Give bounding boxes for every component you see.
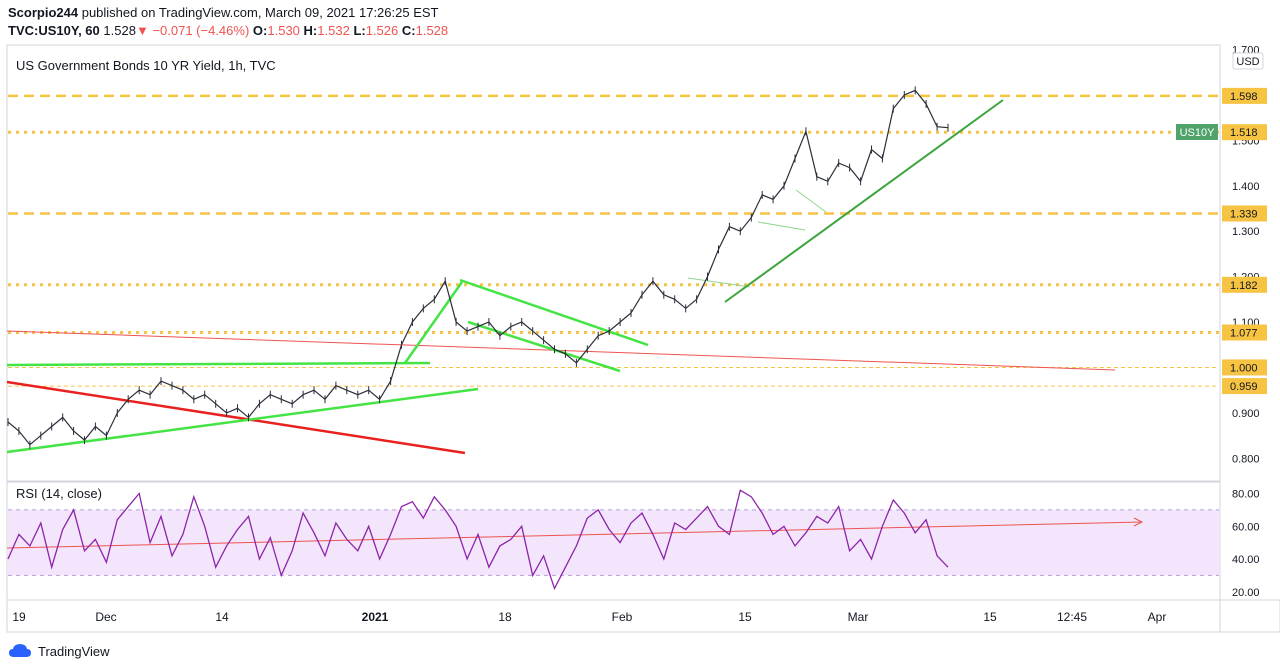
price-series bbox=[7, 86, 949, 449]
high-label: H: bbox=[303, 23, 318, 38]
high-value: 1.532 bbox=[317, 23, 350, 38]
symbol-tag-label: US10Y bbox=[1180, 127, 1216, 139]
time-tick-label: 12:45 bbox=[1057, 610, 1087, 624]
change-value: −0.071 (−4.46%) bbox=[152, 23, 250, 38]
price-tick-label: 0.800 bbox=[1232, 453, 1260, 465]
level-label-box bbox=[1222, 87, 1267, 104]
level-label-box bbox=[1222, 276, 1267, 293]
rsi-tick-label: 20.00 bbox=[1232, 587, 1260, 599]
green-support-line[interactable] bbox=[6, 387, 479, 454]
level-label: 1.598 bbox=[1230, 91, 1258, 103]
level-label-box bbox=[1222, 124, 1267, 141]
time-tick-label: 2021 bbox=[362, 610, 389, 624]
tradingview-cloud-icon bbox=[9, 644, 31, 657]
rsi-line bbox=[7, 489, 949, 591]
low-value: 1.526 bbox=[365, 23, 399, 38]
tradingview-logo[interactable]: TradingView bbox=[8, 643, 110, 659]
chart-title: US Government Bonds 10 YR Yield, 1h, TVC bbox=[16, 58, 276, 73]
close-label: C: bbox=[401, 23, 416, 38]
currency-badge[interactable]: USD bbox=[1232, 52, 1264, 70]
time-tick-label: Apr bbox=[1148, 610, 1167, 624]
time-tick-label: Feb bbox=[612, 610, 633, 624]
published-text: published on TradingView.com, March 09, … bbox=[81, 5, 439, 20]
rsi-title: RSI (14, close) bbox=[16, 486, 102, 501]
rsi-tick-label: 40.00 bbox=[1232, 554, 1260, 566]
currency-badge-box bbox=[1232, 52, 1264, 70]
level-label-box bbox=[1222, 324, 1267, 341]
rsi-tick-label: 80.00 bbox=[1232, 488, 1260, 500]
time-tick-label: 18 bbox=[498, 610, 512, 624]
time-tick-label: 15 bbox=[738, 610, 752, 624]
symbol-tag: US10Y bbox=[1176, 124, 1218, 140]
minor-channel-1[interactable] bbox=[687, 277, 751, 288]
green-horizontal-line[interactable] bbox=[6, 361, 431, 367]
rsi-trendline-arrow-icon bbox=[1133, 517, 1144, 527]
price-tick-label: 0.900 bbox=[1232, 408, 1260, 420]
price-line bbox=[7, 89, 949, 446]
time-tick-label: Mar bbox=[848, 610, 869, 624]
level-label: 1.518 bbox=[1230, 127, 1258, 139]
level-label-box bbox=[1222, 378, 1267, 395]
time-axis-border bbox=[6, 599, 1280, 633]
flag-lower-line[interactable] bbox=[467, 320, 621, 373]
red-downtrend-line[interactable] bbox=[6, 380, 466, 455]
currency-label: USD bbox=[1236, 56, 1259, 68]
symbol-tag-box bbox=[1176, 124, 1218, 140]
long-red-trendline[interactable] bbox=[6, 330, 1116, 371]
close-value: 1.528 bbox=[415, 23, 449, 38]
author-name[interactable]: Scorpio244 bbox=[8, 5, 79, 20]
flag-upper-line[interactable] bbox=[459, 278, 649, 347]
down-arrow-icon: ▼ bbox=[135, 23, 149, 38]
time-tick-label: Dec bbox=[95, 610, 116, 624]
level-label-box bbox=[1222, 205, 1267, 222]
open-value: 1.530 bbox=[267, 23, 300, 38]
rsi-tick-label: 60.00 bbox=[1232, 521, 1260, 533]
minor-channel-2[interactable] bbox=[757, 221, 806, 231]
level-label: 1.077 bbox=[1230, 327, 1258, 339]
time-tick-label: 14 bbox=[215, 610, 229, 624]
price-pane-border bbox=[6, 44, 1221, 482]
level-label: 0.959 bbox=[1230, 381, 1258, 393]
level-label: 1.182 bbox=[1230, 280, 1258, 292]
last-price: 1.528 bbox=[103, 23, 136, 38]
level-label-box bbox=[1222, 359, 1267, 376]
time-tick-label: 19 bbox=[12, 610, 26, 624]
ohlc-line: TVC:US10Y, 60 1.528▼ −0.071 (−4.46%) O:1… bbox=[8, 23, 448, 38]
rsi-band-fill bbox=[8, 509, 1219, 576]
rsi-series bbox=[7, 489, 949, 591]
rising-support-trendline[interactable] bbox=[724, 99, 1004, 303]
price-tick-label: 1.400 bbox=[1232, 181, 1260, 193]
level-label: 1.000 bbox=[1230, 362, 1258, 374]
price-tick-label: 1.300 bbox=[1232, 226, 1260, 238]
minor-channel-3[interactable] bbox=[795, 189, 827, 213]
trendline-drawings[interactable] bbox=[6, 99, 1144, 549]
tradingview-brand: TradingView bbox=[38, 643, 110, 659]
publication-line: Scorpio244 published on TradingView.com,… bbox=[8, 5, 438, 20]
level-label: 1.339 bbox=[1230, 208, 1258, 220]
time-tick-label: 15 bbox=[983, 610, 997, 624]
green-breakout-line[interactable] bbox=[403, 281, 464, 364]
open-label: O: bbox=[252, 23, 268, 38]
low-label: L: bbox=[353, 23, 366, 38]
rsi-trendline[interactable] bbox=[6, 521, 1143, 549]
symbol-label: TVC:US10Y, 60 bbox=[8, 23, 100, 38]
